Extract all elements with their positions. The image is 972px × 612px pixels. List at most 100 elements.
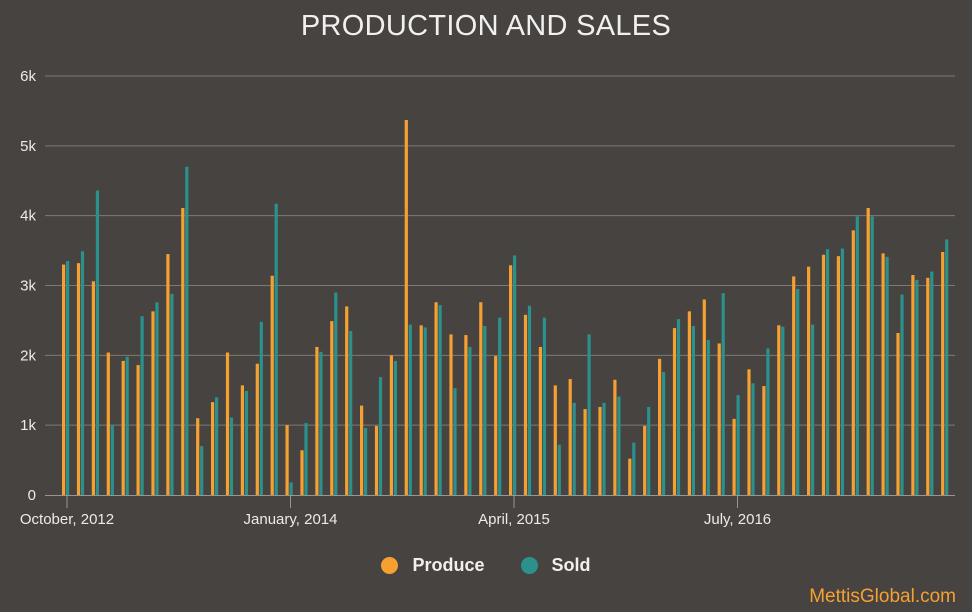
bar-sold [215,397,219,495]
legend-label-produce: Produce [412,555,485,575]
bar-sold [185,166,189,496]
bar-produce [836,256,840,495]
bar-sold [483,326,487,495]
bars [62,119,949,496]
bar-sold [393,360,397,495]
bar-sold [885,256,889,495]
bar-produce [106,352,110,495]
bar-sold [244,390,248,495]
bar-sold [691,326,695,495]
bar-produce [121,360,125,495]
bar-produce [717,343,721,495]
bar-sold [468,346,472,495]
bar-produce [404,119,408,496]
bar-sold [527,305,532,495]
bar-produce [345,306,349,495]
bar-produce [538,346,542,495]
bar-sold [557,444,561,495]
bar-sold [721,293,725,495]
bar-sold [647,407,651,495]
bar-produce [255,363,259,495]
bar-produce [509,265,513,495]
bar-produce [136,365,140,495]
bar-produce [464,335,468,495]
bar-produce [240,385,244,495]
bar-sold [825,249,830,495]
bar-produce [583,409,587,495]
bar-sold [334,292,338,495]
bar-produce [851,230,855,495]
bar-sold [587,334,591,495]
bar-sold [572,402,576,495]
bar-produce [181,207,185,496]
bar-produce [270,275,274,495]
legend-item-sold[interactable]: Sold [520,555,591,576]
bar-produce [613,379,617,495]
bar-produce [702,299,706,495]
bar-sold [453,388,457,495]
bar-produce [807,266,811,495]
bar-sold [304,423,308,495]
y-tick-label: 3k [20,278,36,295]
bar-sold [706,339,710,495]
bar-sold [632,442,636,495]
bar-sold [513,255,517,495]
bar-produce [285,425,289,495]
y-tick-label: 4k [20,208,36,225]
bar-produce [91,281,95,495]
bar-produce [553,385,557,495]
bar-sold [498,317,502,495]
bar-produce [494,356,498,495]
bar-produce [151,311,155,495]
x-tick-label: October, 2012 [20,511,114,528]
bar-sold [751,383,755,495]
legend-label-sold: Sold [551,555,591,575]
bar-sold [66,261,70,495]
bar-sold [781,326,785,495]
bar-produce [747,369,751,495]
chart-title: PRODUCTION AND SALES [300,10,672,42]
bar-produce [449,334,453,495]
bar-sold [811,324,815,495]
bar-sold [542,317,546,495]
bar-produce [687,311,691,495]
bar-sold [170,293,174,495]
bar-sold [229,417,234,495]
bar-produce [643,425,647,495]
bar-sold [930,271,934,495]
bar-produce [523,314,528,495]
bar-sold [736,395,740,495]
legend: Produce Sold [0,555,972,576]
bar-sold [617,396,621,495]
bar-sold [319,351,323,495]
bar-produce [166,254,170,495]
bar-produce [658,358,662,495]
x-tick-label: January, 2014 [244,511,338,528]
sold-swatch-icon [520,557,538,574]
bar-sold [140,316,144,495]
bar-produce [866,207,870,496]
bar-sold [766,348,770,495]
bar-produce [62,264,66,495]
legend-item-produce[interactable]: Produce [381,555,485,576]
bar-produce [881,253,885,495]
bar-produce [330,321,334,495]
bar-sold [274,203,278,496]
bar-produce [896,332,900,495]
bar-produce [225,352,230,495]
x-tick-label: April, 2015 [478,511,550,528]
bar-sold [438,305,442,495]
bar-sold [95,190,99,495]
bar-sold [364,427,368,495]
bar-sold [900,294,904,495]
bar-produce [598,407,602,495]
bar-sold [259,321,263,495]
bar-produce [941,251,945,495]
bar-produce [434,302,438,495]
bar-sold [662,372,666,495]
bar-sold [125,356,129,495]
bar-sold [349,330,353,495]
bar-produce [389,355,393,495]
bar-sold [602,402,606,495]
y-tick-label: 6k [20,68,36,85]
